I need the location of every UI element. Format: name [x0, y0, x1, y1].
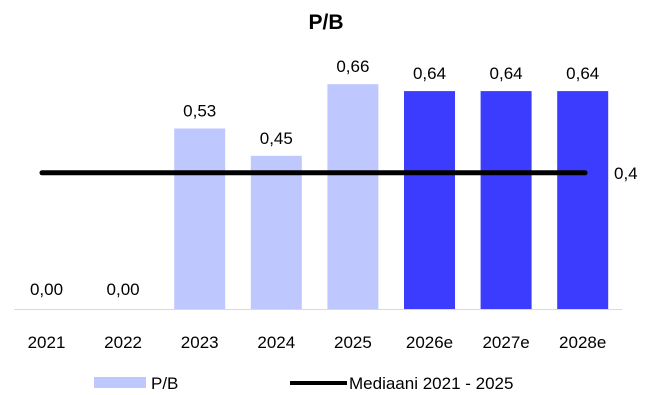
legend-median-label: Mediaani 2021 - 2025	[349, 374, 513, 393]
bar-2024	[250, 155, 302, 309]
bar-2025	[327, 84, 379, 309]
value-label-2025: 0,66	[336, 57, 369, 76]
value-label-2027e: 0,64	[490, 64, 523, 83]
median-value-label: 0,4	[614, 164, 638, 183]
bar-2026e	[404, 91, 455, 309]
x-tick-2024: 2024	[257, 333, 295, 352]
x-tick-labels: 2021 2022 2023 2024 2025 2026e 2027e 2028e	[28, 333, 607, 352]
value-label-2023: 0,53	[183, 102, 216, 121]
x-tick-2027e: 2027e	[482, 333, 529, 352]
x-tick-2025: 2025	[334, 333, 372, 352]
median-layer: 0,4	[39, 164, 638, 183]
bar-2027e	[480, 91, 532, 309]
x-tick-2028e: 2028e	[559, 333, 606, 352]
bar-2023	[174, 128, 226, 309]
legend-pb-label: P/B	[151, 374, 178, 393]
x-tick-2023: 2023	[181, 333, 219, 352]
value-label-2026e: 0,64	[413, 64, 446, 83]
bars-layer: 0,00 0,00 0,53 0,45 0,66 0,64 0,64 0,64	[30, 57, 609, 309]
bar-2028e	[557, 91, 609, 309]
chart-title: P/B	[308, 11, 343, 34]
legend: P/B Mediaani 2021 - 2025	[94, 374, 513, 393]
value-label-2022: 0,00	[107, 280, 140, 299]
x-tick-2022: 2022	[104, 333, 142, 352]
x-tick-2021: 2021	[28, 333, 66, 352]
legend-pb-swatch	[94, 377, 146, 388]
value-label-2021: 0,00	[30, 280, 63, 299]
value-label-2024: 0,45	[260, 129, 293, 148]
value-label-2028e: 0,64	[566, 64, 599, 83]
x-tick-2026e: 2026e	[406, 333, 453, 352]
